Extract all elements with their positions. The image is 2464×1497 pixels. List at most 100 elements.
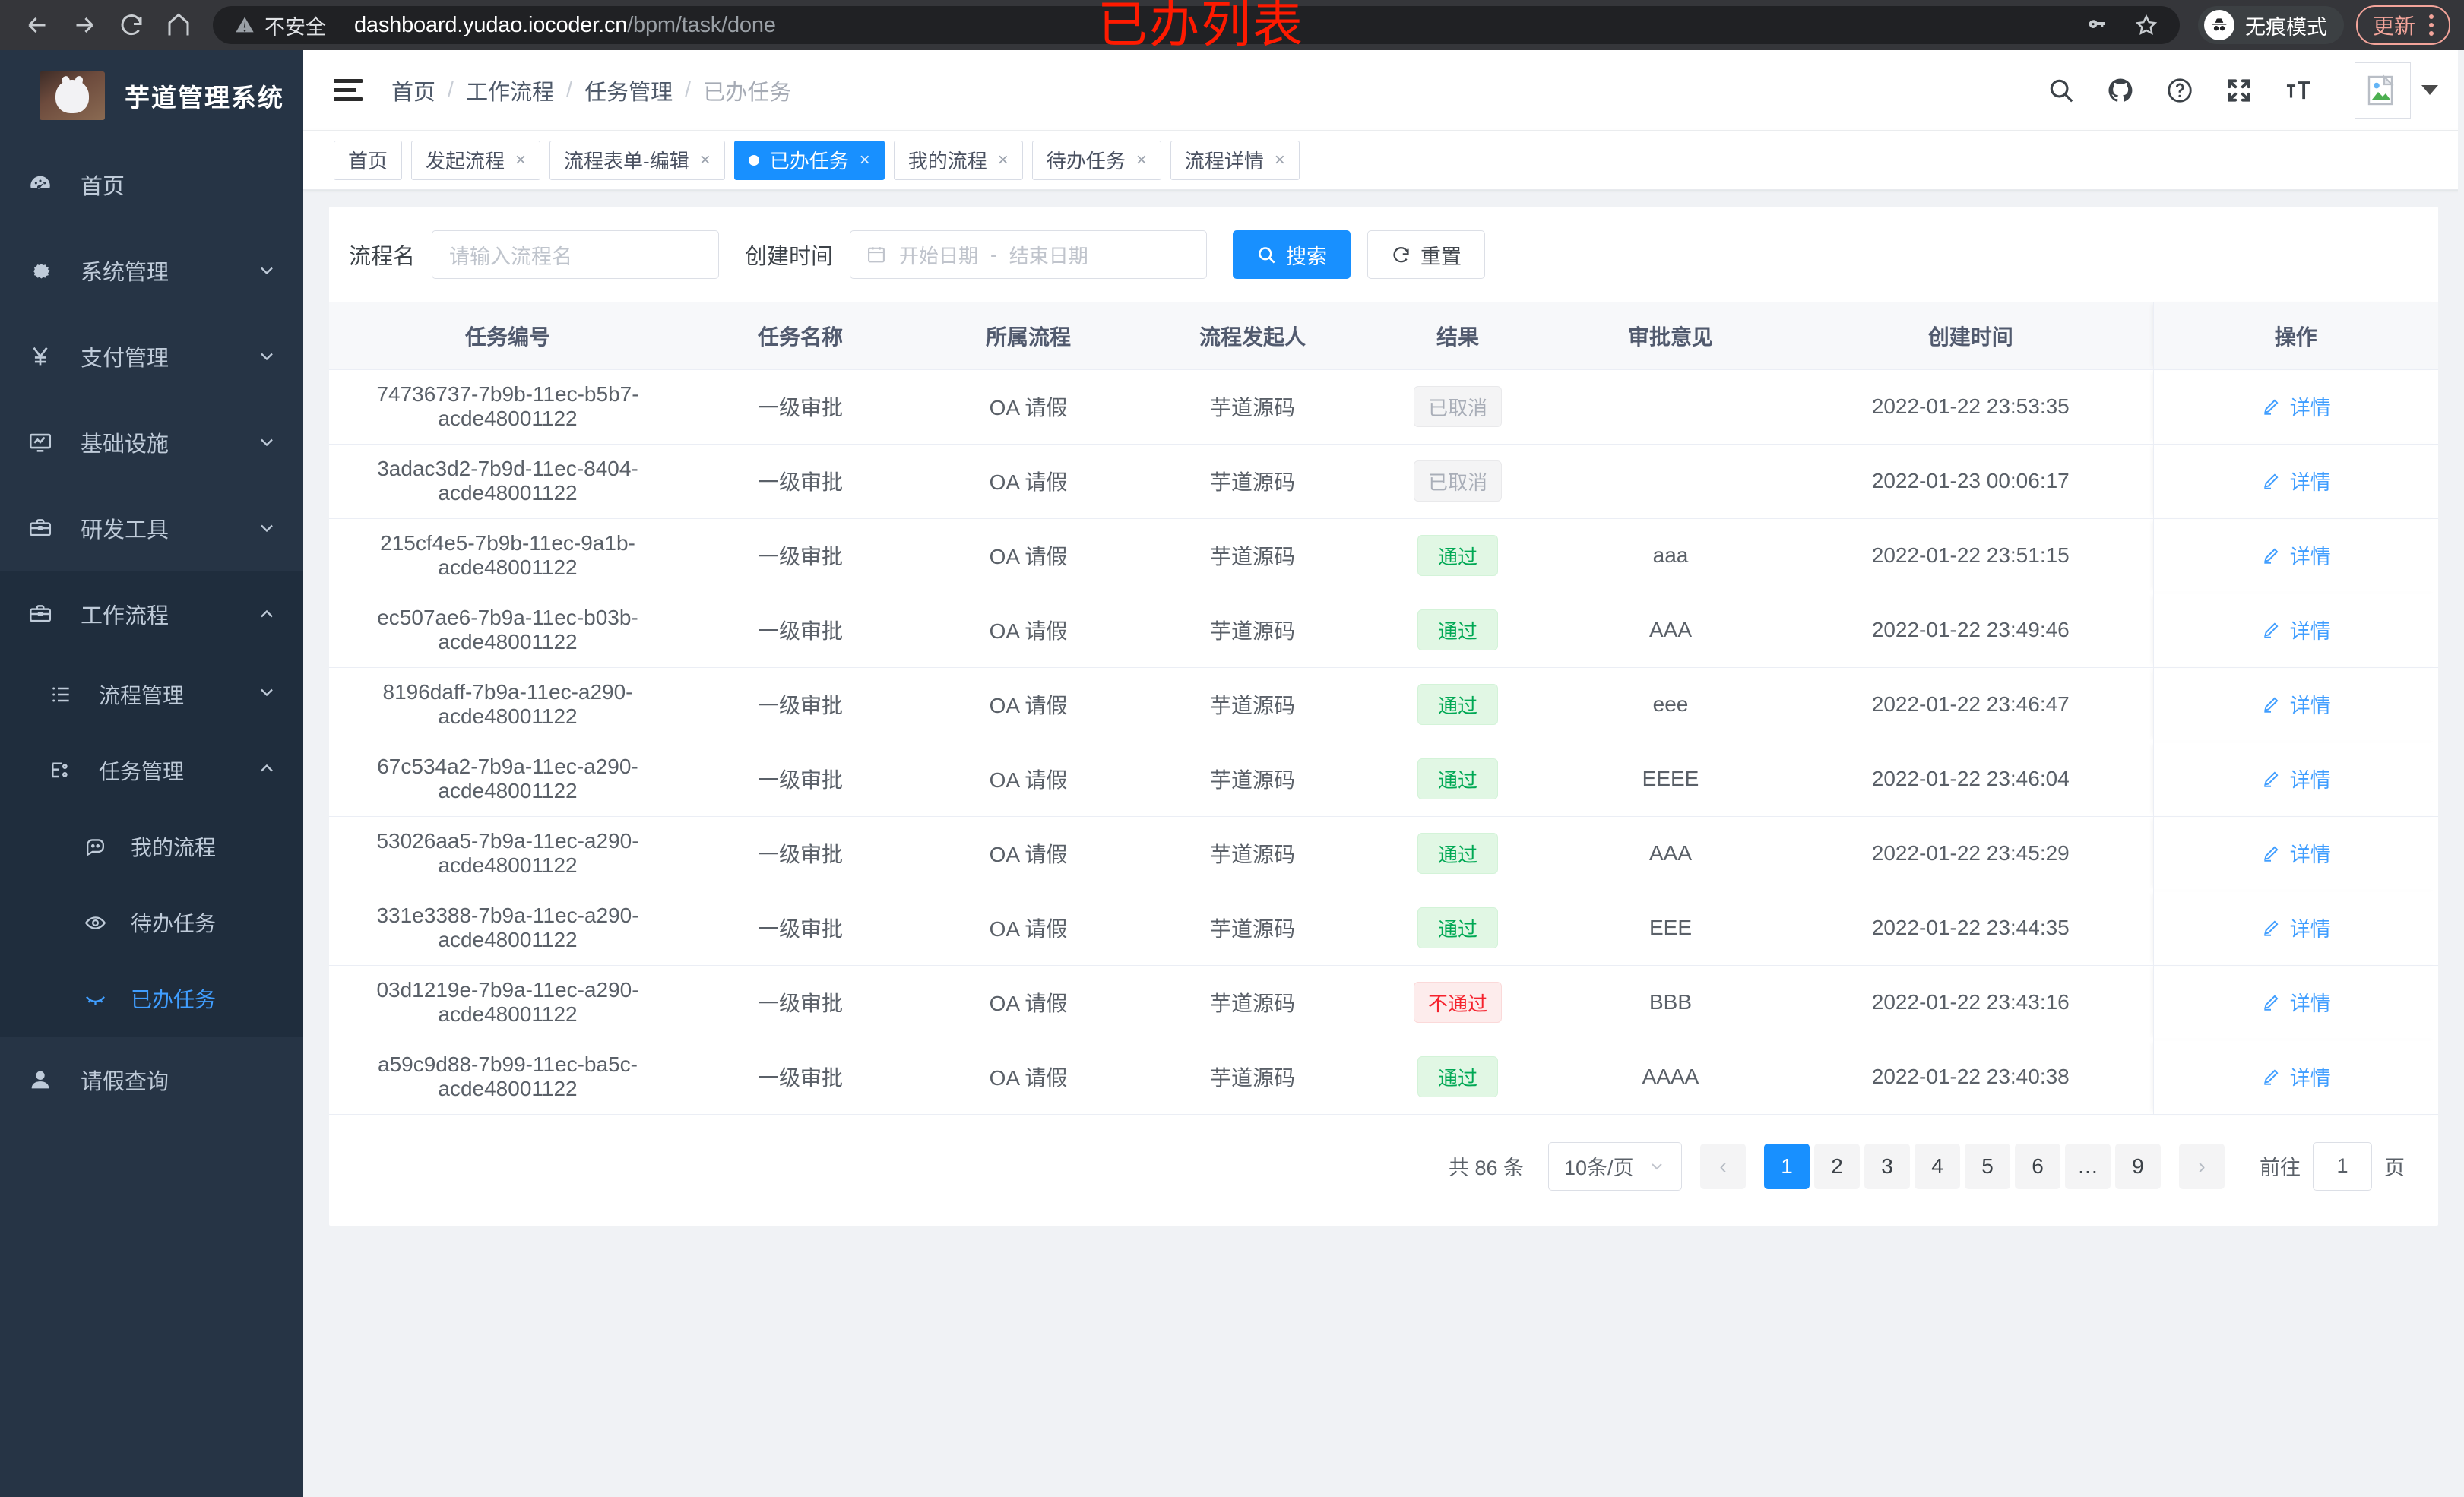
question-circle-icon[interactable] xyxy=(2165,75,2195,106)
detail-button-label: 详情 xyxy=(2289,769,2331,793)
sidebar-item-infrastructure[interactable]: 基础设施 xyxy=(0,399,303,485)
detail-button[interactable]: 详情 xyxy=(2261,913,2331,942)
breadcrumb-item-workflow[interactable]: 工作流程 xyxy=(466,80,555,105)
caret-down-icon[interactable] xyxy=(2421,85,2438,95)
brand[interactable]: 芋道管理系统 xyxy=(0,50,303,141)
task-tree-icon xyxy=(49,758,87,783)
page-size-select[interactable]: 10条/页 xyxy=(1548,1141,1682,1191)
page-button-9[interactable]: 9 xyxy=(2115,1143,2161,1189)
star-icon[interactable] xyxy=(2134,13,2158,37)
page-scrollbar[interactable] xyxy=(2458,50,2464,1497)
detail-button[interactable]: 详情 xyxy=(2261,615,2331,644)
tab-label: 待办任务 xyxy=(1046,150,1126,172)
tab-start-process[interactable]: 发起流程 × xyxy=(411,140,541,180)
reset-button[interactable]: 重置 xyxy=(1367,230,1486,279)
search-icon[interactable] xyxy=(2046,75,2076,106)
detail-button[interactable]: 详情 xyxy=(2261,838,2331,868)
sidebar-item-todo-tasks[interactable]: 待办任务 xyxy=(0,885,303,961)
home-button[interactable] xyxy=(155,2,202,49)
page-button-3[interactable]: 3 xyxy=(1864,1143,1910,1189)
sidebar-item-system[interactable]: 系统管理 xyxy=(0,227,303,313)
sidebar-item-devtools[interactable]: 研发工具 xyxy=(0,485,303,571)
jump-page-input[interactable]: 1 xyxy=(2313,1141,2372,1191)
chat-icon xyxy=(84,835,120,859)
process-name-input[interactable]: 请输入流程名 xyxy=(432,230,720,279)
cell-created-time: 2022-01-23 00:06:17 xyxy=(1788,444,2153,519)
search-button[interactable]: 搜索 xyxy=(1233,230,1351,279)
key-icon[interactable] xyxy=(2084,13,2108,37)
font-size-icon[interactable] xyxy=(2283,75,2314,106)
gear-icon xyxy=(27,258,68,283)
close-icon[interactable]: × xyxy=(1135,149,1147,170)
breadcrumb-item-home[interactable]: 首页 xyxy=(391,80,436,105)
page-button-4[interactable]: 4 xyxy=(1915,1143,1960,1189)
tab-my-process[interactable]: 我的流程 × xyxy=(893,140,1023,180)
detail-button[interactable]: 详情 xyxy=(2261,466,2331,495)
search-button-label: 搜索 xyxy=(1286,245,1328,268)
cell-initiator: 芋道源码 xyxy=(1142,667,1363,742)
sidebar-item-workflow[interactable]: 工作流程 xyxy=(0,571,303,657)
hamburger-icon[interactable] xyxy=(334,75,364,106)
tab-process-form-edit[interactable]: 流程表单-编辑 × xyxy=(549,140,725,180)
forward-button[interactable] xyxy=(61,2,108,49)
detail-button-label: 详情 xyxy=(2289,620,2331,644)
tab-process-detail[interactable]: 流程详情 × xyxy=(1170,140,1300,180)
edit-pencil-icon xyxy=(2263,846,2279,862)
detail-button[interactable]: 详情 xyxy=(2261,689,2331,719)
close-icon[interactable]: × xyxy=(699,149,711,170)
breadcrumb-item-task-management[interactable]: 任务管理 xyxy=(584,80,673,105)
next-page-button[interactable]: › xyxy=(2179,1143,2225,1189)
chevron-down-icon xyxy=(256,682,277,708)
tab-todo-tasks[interactable]: 待办任务 × xyxy=(1031,140,1161,180)
page-button-5[interactable]: 5 xyxy=(1965,1143,2010,1189)
back-button[interactable] xyxy=(14,2,61,49)
status-badge: 通过 xyxy=(1417,535,1498,576)
sidebar-item-task-management[interactable]: 任务管理 xyxy=(0,733,303,809)
edit-pencil-icon xyxy=(2263,622,2279,638)
detail-button[interactable]: 详情 xyxy=(2261,987,2331,1017)
detail-button[interactable]: 详情 xyxy=(2261,391,2331,421)
sidebar-item-leave-query[interactable]: 请假查询 xyxy=(0,1037,303,1122)
tab-done-tasks[interactable]: 已办任务 × xyxy=(733,140,885,180)
user-menu[interactable] xyxy=(2355,62,2438,119)
prev-page-button[interactable]: ‹ xyxy=(1700,1143,1746,1189)
close-icon[interactable]: × xyxy=(997,149,1009,170)
status-badge: 已取消 xyxy=(1413,386,1502,427)
create-time-range-picker[interactable]: 开始日期 - 结束日期 xyxy=(850,230,1208,279)
tab-home[interactable]: 首页 xyxy=(334,140,403,180)
table-row: 67c534a2-7b9a-11ec-a290-acde48001122 一级审批… xyxy=(329,742,2438,817)
avatar[interactable] xyxy=(2355,62,2411,119)
detail-button-label: 详情 xyxy=(2289,1067,2331,1090)
close-icon[interactable]: × xyxy=(859,149,870,170)
sidebar-item-payment[interactable]: 支付管理 xyxy=(0,313,303,399)
sidebar-item-done-tasks[interactable]: 已办任务 xyxy=(0,961,303,1037)
detail-button[interactable]: 详情 xyxy=(2261,764,2331,793)
close-icon[interactable]: × xyxy=(515,149,527,170)
page-button-1[interactable]: 1 xyxy=(1764,1143,1810,1189)
detail-button[interactable]: 详情 xyxy=(2261,1062,2331,1091)
sidebar-item-process-management[interactable]: 流程管理 xyxy=(0,657,303,733)
sidebar-item-home[interactable]: 首页 xyxy=(0,141,303,227)
page-ellipsis[interactable]: … xyxy=(2065,1143,2111,1189)
page-button-2[interactable]: 2 xyxy=(1814,1143,1860,1189)
incognito-indicator[interactable]: 无痕模式 xyxy=(2197,6,2344,44)
sidebar-item-label: 工作流程 xyxy=(81,603,169,628)
kebab-menu-icon[interactable] xyxy=(2423,14,2440,36)
reload-button[interactable] xyxy=(108,2,155,49)
eye-closed-icon xyxy=(84,987,120,1011)
fullscreen-icon[interactable] xyxy=(2224,75,2254,106)
page-button-6[interactable]: 6 xyxy=(2015,1143,2060,1189)
sidebar-item-my-process[interactable]: 我的流程 xyxy=(0,809,303,885)
tab-label: 我的流程 xyxy=(907,150,987,172)
cell-operation: 详情 xyxy=(2152,965,2438,1040)
detail-button[interactable]: 详情 xyxy=(2261,540,2331,570)
update-button[interactable]: 更新 xyxy=(2355,5,2450,45)
total-count-label: 共 86 条 xyxy=(1448,1157,1524,1179)
reload-icon xyxy=(121,14,142,36)
close-icon[interactable]: × xyxy=(1274,149,1285,170)
address-bar[interactable]: 不安全 dashboard.yudao.iocoder.cn/bpm/task/… xyxy=(213,6,2180,44)
status-badge: 已取消 xyxy=(1413,460,1502,502)
cell-result: 通过 xyxy=(1363,891,1553,966)
github-icon[interactable] xyxy=(2105,75,2136,106)
cell-initiator: 芋道源码 xyxy=(1142,369,1363,445)
